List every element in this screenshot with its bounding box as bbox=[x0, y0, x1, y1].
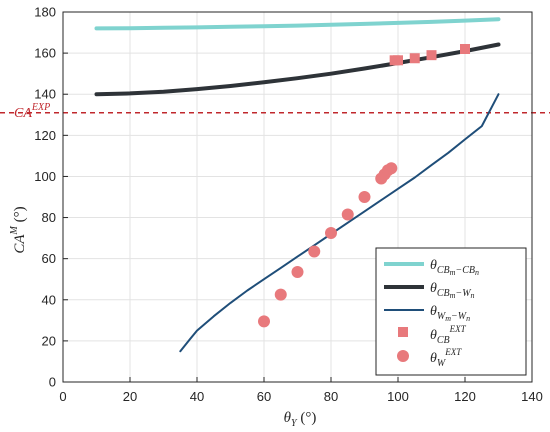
y-tick-label: 0 bbox=[49, 375, 56, 390]
reference-label-main: CA bbox=[14, 106, 32, 121]
data-point-circle bbox=[308, 245, 321, 258]
series-group bbox=[94, 17, 501, 353]
legend-label-cbm-cbn: θCBm−CBn bbox=[430, 258, 479, 277]
data-point-circle bbox=[258, 315, 270, 328]
reference-label-sup: EXP bbox=[31, 102, 50, 113]
data-point-square bbox=[409, 53, 420, 64]
y-tick-label: 140 bbox=[34, 87, 56, 102]
data-point-circle bbox=[358, 191, 371, 203]
legend-label-cbm-wn: θCBm−Wn bbox=[430, 281, 475, 300]
data-point-circle bbox=[341, 208, 354, 221]
x-tick-label: 120 bbox=[454, 389, 476, 404]
data-point-circle bbox=[325, 226, 337, 239]
y-tick-label: 180 bbox=[34, 5, 56, 20]
y-axis-title-main: CA bbox=[12, 234, 28, 254]
y-axis-title-unit: (°) bbox=[12, 206, 28, 226]
y-tick-label: 120 bbox=[34, 128, 56, 143]
data-point-square bbox=[393, 55, 403, 66]
legend-label-wm-wn: θWm−Wn bbox=[430, 304, 470, 323]
y-tick-label: 60 bbox=[42, 251, 56, 266]
legend-marker-square bbox=[398, 327, 408, 337]
series-line-0 bbox=[94, 17, 501, 31]
legend-label-w-ext: θWEXT bbox=[430, 347, 462, 369]
x-axis-title: θY (°) bbox=[284, 410, 317, 429]
legend: θCBm−CBn θCBm−Wn θWm−Wn θCBEXT θWEXT bbox=[375, 247, 527, 376]
plot-frame bbox=[62, 11, 533, 383]
legend-marker-circle bbox=[397, 350, 409, 362]
y-axis-title-sup: M bbox=[9, 225, 20, 235]
data-point-circle bbox=[274, 288, 287, 301]
data-point-circle bbox=[291, 266, 304, 279]
y-tick-label: 100 bbox=[34, 169, 56, 184]
reference-line-label: CAEXP bbox=[14, 102, 50, 121]
y-tick-label: 40 bbox=[42, 292, 56, 307]
y-tick-label: 160 bbox=[34, 46, 56, 61]
x-axis-title-main: θ bbox=[284, 410, 292, 426]
x-tick-label: 80 bbox=[324, 389, 338, 404]
y-axis-title: CAM (°) bbox=[9, 206, 28, 253]
data-point-square bbox=[460, 44, 470, 54]
x-tick-label: 20 bbox=[123, 389, 137, 404]
x-tick-label: 140 bbox=[521, 389, 543, 404]
data-point-circle bbox=[385, 162, 398, 175]
data-point-square bbox=[426, 50, 437, 61]
x-axis-title-unit: (°) bbox=[297, 410, 317, 426]
axis-ticks: 0 20 40 60 80 100 120 140 0 20 40 60 80 100 120 140 160 1… bbox=[34, 5, 543, 405]
x-tick-label: 60 bbox=[257, 389, 271, 404]
legend-label-cb-ext: θCBEXT bbox=[430, 324, 467, 346]
x-tick-label: 100 bbox=[387, 389, 409, 404]
x-axis-title-sub: Y bbox=[291, 418, 298, 429]
x-tick-label: 0 bbox=[59, 389, 66, 404]
x-tick-label: 40 bbox=[190, 389, 204, 404]
y-tick-label: 80 bbox=[42, 210, 56, 225]
y-tick-label: 20 bbox=[42, 333, 56, 348]
